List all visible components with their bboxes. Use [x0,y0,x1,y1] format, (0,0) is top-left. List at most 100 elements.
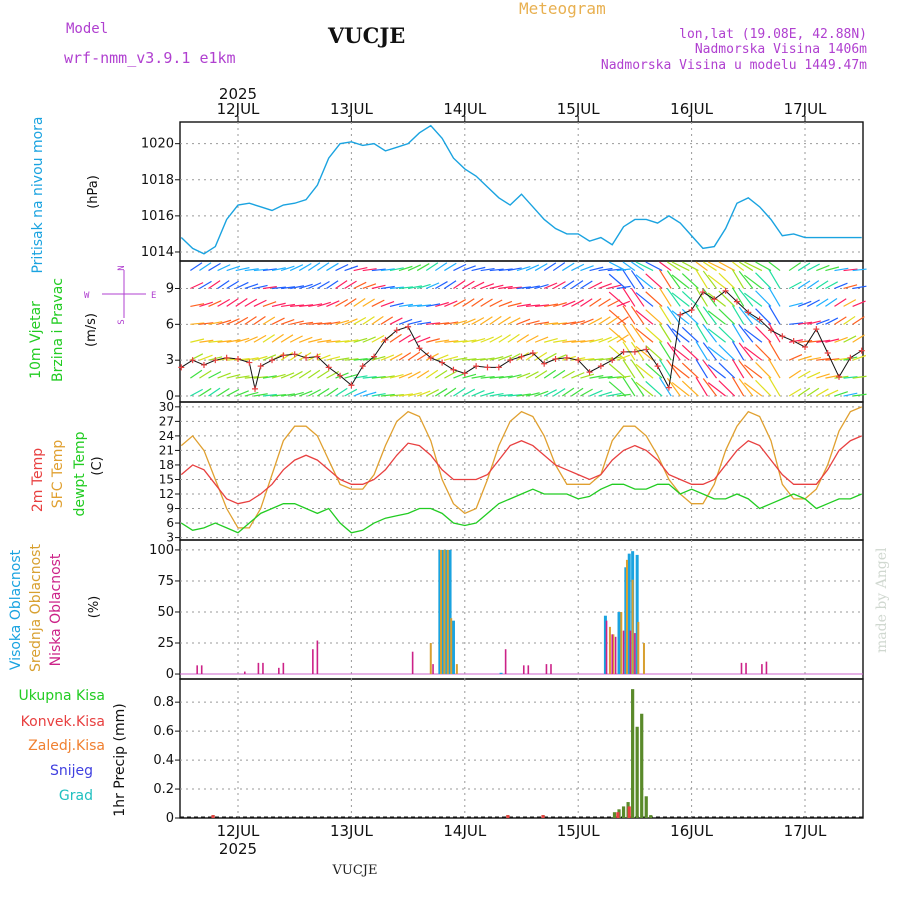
wind-arrow [608,309,627,325]
wind-arrow [658,341,672,361]
wind-arrow [534,263,548,272]
wind-speed-marker [189,357,196,364]
cloud-bar [620,611,623,675]
wind-arrow [516,286,531,290]
wind-arrow [806,299,820,307]
wind-arrow [498,393,513,397]
wind-arrow [280,393,296,397]
wind-arrow [816,388,829,397]
cloud-bar [637,621,640,675]
wind-arrow [353,298,366,307]
wind-speed-marker [291,351,298,358]
wind-arrow [525,371,539,379]
wind-arrow [843,284,858,290]
wind-speed-marker [246,359,253,366]
wind-arrow [308,303,323,307]
wind-arrow [622,287,636,307]
wind-arrow [480,298,493,307]
wind-arrow [681,308,699,325]
wind-arrow [571,299,584,307]
wind-arrow [253,375,268,379]
wind-arrow [843,268,858,272]
wind-arrow [416,370,430,379]
wind-arrow [235,267,250,272]
wind-arrow [788,354,803,361]
wind-arrow [552,281,566,290]
bottom-day-label: 13JUL [330,822,373,840]
wind-speed-marker [518,353,525,360]
wind-arrow [834,391,848,397]
cloud-bar [545,664,548,675]
wind-arrow [389,393,404,397]
wind-arrow [671,364,690,379]
cloud-bar [625,559,628,675]
wind-arrow [852,300,866,307]
wind-arrow [598,316,611,325]
wind-arrow [344,298,357,307]
wind-arrow [622,377,636,397]
cloud-unit: (%) [87,596,102,619]
wind-arrow [290,391,304,397]
wind-arrow [453,319,468,325]
wind-arrow [462,280,475,289]
wind-arrow [788,302,803,307]
wind-arrow [843,315,856,325]
wind-arrow [462,388,476,397]
wind-arrow [435,339,450,343]
cloud-bar [432,664,434,675]
cloud-bar [316,640,319,675]
wind-arrow [738,378,754,397]
wind-arrow [702,261,717,272]
wind-arrow [471,375,486,379]
wind-arrow [658,287,672,307]
wind-arrow [671,274,690,289]
wind-arrow [462,318,476,325]
wind-arrow [535,304,550,308]
wind-arrow [217,372,231,379]
wind-arrow [589,389,603,397]
wind-arrow [580,373,595,379]
wind-arrow [425,389,439,397]
wind-arrow [798,355,812,361]
wind-speed-marker [439,359,446,366]
wind-arrow [731,323,745,343]
wind-arrow [630,359,645,379]
wind-speed-marker [473,363,480,370]
ytick-label-pressure: 1016 [141,209,174,224]
wind-arrow [525,264,540,272]
ytick-label-wind: 9 [166,281,174,296]
ytick-label-wind: 6 [166,317,174,332]
top-day-label: 14JUL [443,100,486,118]
wind-arrow [344,318,358,325]
wind-arrow [344,265,359,272]
wind-arrow [534,352,548,361]
wind-arrow [290,320,304,325]
wind-speed-marker [620,348,627,355]
wind-arrow [407,264,422,272]
wind-arrow [744,310,763,325]
wind-speed-marker [348,382,355,389]
wind-arrow [408,304,423,308]
wind-arrow [226,339,241,343]
cloud-bar [608,626,611,675]
wind-speed-marker [427,354,434,361]
wind-arrow [738,360,754,379]
wind-arrow [738,288,754,307]
wind-arrow [834,282,848,290]
wind-arrow [462,265,476,272]
ytick-label-precip: 0.8 [153,695,174,710]
wind-arrow [425,262,439,272]
wind-arrow [755,308,772,325]
wind-arrow [744,382,763,397]
cloud-bar [761,664,763,675]
wind-speed-marker [382,336,389,343]
wind-arrow [718,308,736,325]
wind-arrow [768,376,781,397]
wind-arrow [622,359,636,379]
wind-arrow [217,387,230,397]
wind-arrow [308,282,322,290]
wind-arrow [589,298,602,307]
wind-arrow [217,319,232,325]
wind-arrow [738,306,754,325]
wind-arrow [666,342,681,361]
